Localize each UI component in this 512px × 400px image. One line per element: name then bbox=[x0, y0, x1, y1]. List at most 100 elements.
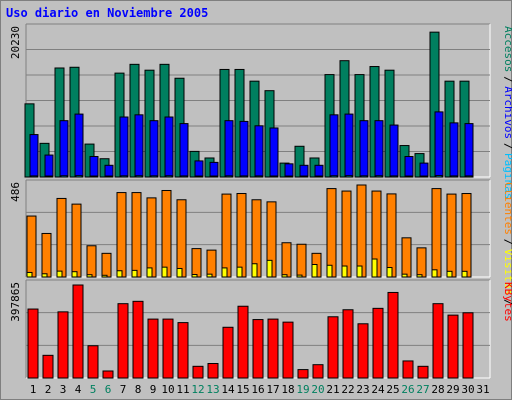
bar-archivos-day-12 bbox=[194, 160, 204, 178]
x-tick-label-2: 2 bbox=[45, 383, 52, 396]
bar-clientes-day-28 bbox=[431, 188, 442, 278]
bar-clientes-day-8 bbox=[131, 192, 142, 278]
bar-archivos-day-27 bbox=[419, 162, 429, 178]
bar-páginas-day-3 bbox=[60, 175, 68, 178]
x-tick-label-27: 27 bbox=[416, 383, 429, 396]
bar-kbytes-day-25 bbox=[387, 291, 399, 379]
bar-clientes-day-19 bbox=[296, 243, 307, 278]
bar-kbytes-day-23 bbox=[357, 323, 369, 379]
x-tick-label-24: 24 bbox=[371, 383, 385, 396]
bar-kbytes-day-11 bbox=[177, 322, 189, 379]
bar-clientes-day-14 bbox=[221, 193, 232, 278]
bar-kbytes-day-26 bbox=[402, 360, 414, 379]
bar-kbytes-day-3 bbox=[57, 311, 69, 379]
bar-visitas-day-19 bbox=[296, 274, 303, 278]
bar-visitas-day-21 bbox=[326, 264, 333, 278]
x-tick-label-9: 9 bbox=[150, 383, 157, 396]
bar-archivos-day-15 bbox=[239, 120, 249, 178]
bar-archivos-day-6 bbox=[104, 164, 114, 178]
bar-archivos-day-14 bbox=[224, 120, 234, 178]
legend-visitas: Visitas bbox=[502, 249, 512, 295]
bar-kbytes-day-24 bbox=[372, 307, 384, 379]
bar-visitas-day-2 bbox=[41, 273, 48, 278]
bar-kbytes-day-15 bbox=[237, 305, 249, 379]
legend: Accesos / Archivos / Páginas bbox=[502, 26, 512, 199]
y-max-label: 397865 bbox=[9, 282, 22, 322]
x-tick-label-10: 10 bbox=[161, 383, 174, 396]
bar-kbytes-day-30 bbox=[462, 312, 474, 379]
bar-clientes-day-12 bbox=[191, 248, 202, 278]
bar-clientes-day-1 bbox=[26, 215, 37, 278]
bar-kbytes-day-9 bbox=[147, 318, 159, 379]
bar-clientes-day-5 bbox=[86, 245, 97, 278]
x-tick-label-4: 4 bbox=[75, 383, 82, 396]
x-tick-label-28: 28 bbox=[431, 383, 444, 396]
bar-kbytes-day-14 bbox=[222, 326, 234, 379]
bar-visitas-day-9 bbox=[146, 267, 153, 278]
bar-clientes-day-7 bbox=[116, 192, 127, 278]
panel-top: 20230 Accesos / Archivos / Páginas bbox=[9, 23, 512, 199]
bar-páginas-day-14 bbox=[225, 175, 233, 178]
bar-páginas-day-7 bbox=[120, 175, 128, 178]
bar-páginas-day-21 bbox=[330, 175, 338, 178]
bar-visitas-day-27 bbox=[416, 274, 423, 278]
bar-kbytes-day-21 bbox=[327, 316, 339, 379]
bar-clientes-day-9 bbox=[146, 197, 157, 278]
x-tick-label-25: 25 bbox=[386, 383, 399, 396]
legend-separator: / bbox=[502, 76, 512, 83]
bar-kbytes-day-1 bbox=[27, 308, 39, 379]
bar-kbytes-day-22 bbox=[342, 309, 354, 379]
bar-archivos-day-18 bbox=[284, 163, 294, 178]
y-max-label: 486 bbox=[9, 182, 22, 202]
bar-páginas-day-20 bbox=[315, 175, 323, 178]
bar-clientes-day-2 bbox=[41, 232, 52, 278]
bar-archivos-day-2 bbox=[44, 154, 54, 178]
bar-visitas-day-5 bbox=[86, 274, 93, 278]
x-tick-label-26: 26 bbox=[401, 383, 414, 396]
bar-páginas-day-23 bbox=[360, 175, 368, 178]
bar-páginas-day-8 bbox=[135, 175, 143, 178]
bar-páginas-day-25 bbox=[390, 175, 398, 178]
bar-archivos-day-1 bbox=[29, 134, 39, 178]
bar-archivos-day-7 bbox=[119, 116, 129, 178]
bar-visitas-day-25 bbox=[386, 267, 393, 278]
bar-páginas-day-13 bbox=[210, 175, 218, 178]
bar-páginas-day-5 bbox=[90, 175, 98, 178]
legend-separator: / bbox=[502, 299, 512, 306]
bar-archivos-day-4 bbox=[74, 113, 84, 178]
legend-accesos: Accesos bbox=[502, 26, 512, 72]
bar-páginas-day-9 bbox=[150, 175, 158, 178]
bar-archivos-day-8 bbox=[134, 114, 144, 178]
bar-visitas-day-14 bbox=[221, 267, 228, 278]
bar-clientes-day-15 bbox=[236, 193, 247, 278]
bar-archivos-day-17 bbox=[269, 127, 279, 178]
bar-clientes-day-3 bbox=[56, 197, 67, 278]
x-tick-label-31: 31 bbox=[476, 383, 489, 396]
bar-visitas-day-22 bbox=[341, 265, 348, 278]
bar-visitas-day-17 bbox=[266, 259, 273, 278]
bar-kbytes-day-4 bbox=[72, 284, 84, 379]
bar-páginas-day-19 bbox=[300, 175, 308, 178]
y-max-label: 20230 bbox=[9, 26, 22, 59]
bar-visitas-day-11 bbox=[176, 267, 183, 278]
x-tick-label-7: 7 bbox=[120, 383, 127, 396]
bar-kbytes-day-20 bbox=[312, 364, 324, 379]
bar-kbytes-day-16 bbox=[252, 319, 264, 379]
bar-páginas-day-15 bbox=[240, 175, 248, 178]
x-tick-label-1: 1 bbox=[30, 383, 37, 396]
bar-kbytes-day-12 bbox=[192, 365, 204, 379]
bar-archivos-day-29 bbox=[449, 122, 459, 178]
bar-clientes-day-4 bbox=[71, 203, 82, 278]
bar-clientes-day-22 bbox=[341, 190, 352, 278]
bar-visitas-day-13 bbox=[206, 273, 213, 278]
x-tick-label-15: 15 bbox=[236, 383, 249, 396]
bar-clientes-day-27 bbox=[416, 247, 427, 278]
bar-kbytes-day-10 bbox=[162, 318, 174, 379]
bar-kbytes-day-2 bbox=[42, 354, 54, 379]
panel-bottom: 397865 KBytes bbox=[9, 279, 512, 379]
bar-visitas-day-18 bbox=[281, 274, 288, 278]
bar-archivos-day-11 bbox=[179, 123, 189, 178]
bar-páginas-day-16 bbox=[255, 175, 263, 178]
bar-clientes-day-11 bbox=[176, 199, 187, 278]
bar-páginas-day-6 bbox=[105, 175, 113, 178]
